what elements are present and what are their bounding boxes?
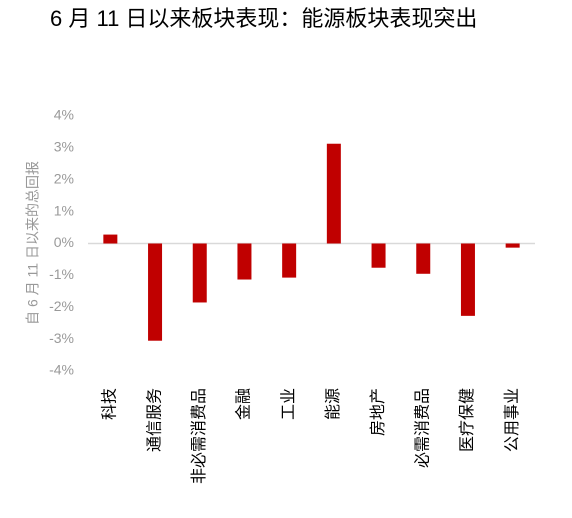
x-tick-label: 房地产: [369, 388, 387, 436]
y-tick-label: 0%: [54, 234, 74, 250]
bar: [103, 234, 118, 244]
bar: [282, 243, 297, 278]
bar: [371, 243, 386, 268]
x-tick-label: 医疗保健: [458, 388, 476, 452]
bar: [237, 243, 252, 280]
y-tick-label: 1%: [54, 202, 74, 218]
chart-title: 6 月 11 日以来板块表现：能源板块表现突出: [50, 6, 478, 31]
bar: [326, 143, 341, 244]
bar: [460, 243, 475, 316]
y-tick-label: 3%: [54, 139, 74, 155]
x-tick-label: 通信服务: [145, 388, 163, 452]
y-tick-label: -2%: [49, 298, 74, 314]
x-tick-label: 非必需消费品: [190, 388, 208, 484]
y-tick-label: -4%: [49, 362, 74, 378]
x-tick-label: 能源: [324, 388, 342, 420]
bar: [416, 243, 431, 274]
y-tick-label: 2%: [54, 170, 74, 186]
bar: [148, 243, 163, 341]
y-tick-label: -1%: [49, 266, 74, 282]
y-tick-label: -3%: [49, 330, 74, 346]
x-tick-label: 必需消费品: [413, 388, 431, 468]
x-tick-label: 工业: [279, 388, 297, 420]
x-tick-label: 公用事业: [503, 388, 521, 452]
x-tick-label: 金融: [235, 388, 253, 420]
bar: [192, 243, 207, 303]
bar: [505, 243, 520, 248]
x-tick-label: 科技: [101, 388, 119, 420]
y-tick-label: 4%: [54, 107, 74, 123]
y-axis-label: 自 6 月 11 日以来的总回报: [25, 161, 41, 325]
